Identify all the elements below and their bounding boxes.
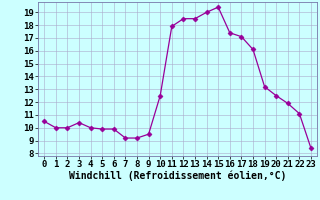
X-axis label: Windchill (Refroidissement éolien,°C): Windchill (Refroidissement éolien,°C) — [69, 171, 286, 181]
